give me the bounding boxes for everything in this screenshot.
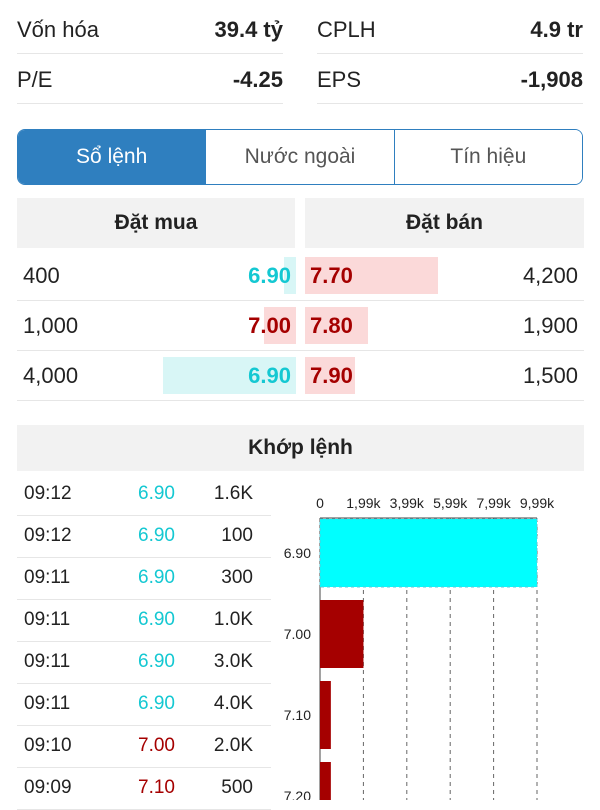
stat-pe: P/E -4.25 — [17, 53, 283, 104]
stat-value: -1,908 — [520, 67, 583, 92]
x-tick-label: 7,99k — [476, 495, 511, 511]
x-tick-label: 1,99k — [346, 495, 381, 511]
sell-price: 7.90 — [310, 363, 353, 388]
sell-quantity: 1,500 — [522, 363, 578, 388]
matched-volume: 1.6K — [213, 483, 253, 504]
stat-label: CPLH — [317, 17, 376, 42]
matched-price: 6.90 — [138, 567, 175, 588]
matched-time: 09:11 — [24, 693, 71, 714]
order-book-row[interactable]: 4,000 6.90 7.90 1,500 — [17, 350, 584, 401]
stats-panel: Vốn hóa 39.4 tỷ CPLH 4.9 tr P/E -4.25 EP… — [0, 0, 600, 104]
buy-quantity: 1,000 — [23, 313, 79, 338]
buy-depth-bar — [264, 307, 296, 344]
sell-quantity: 1,900 — [522, 313, 578, 338]
volume-by-price-chart: 0 1,99k 3,99k 5,99k 7,99k 9,99k 6.90 7.00 7.10 7.… — [284, 495, 555, 800]
matched-time: 09:10 — [24, 735, 72, 756]
matched-price: 6.90 — [138, 609, 175, 630]
buy-price: 6.90 — [248, 263, 291, 288]
matched-price: 6.90 — [138, 693, 175, 714]
matched-volume: 4.0K — [213, 693, 253, 714]
matched-time: 09:11 — [24, 609, 71, 630]
stat-label: P/E — [17, 67, 53, 92]
matched-volume: 300 — [221, 567, 253, 588]
x-tick-label: 0 — [316, 495, 324, 511]
chart-bar — [320, 681, 331, 749]
tab-foreign[interactable]: Nước ngoài — [205, 130, 394, 184]
buy-header: Đặt mua — [17, 198, 295, 248]
matched-price: 6.90 — [138, 651, 175, 672]
sell-quantity: 4,200 — [522, 263, 578, 288]
matched-time: 09:09 — [24, 777, 72, 798]
tab-signals[interactable]: Tín hiệu — [393, 130, 582, 184]
matched-time: 09:11 — [24, 567, 71, 588]
stat-value: -4.25 — [232, 67, 283, 92]
stat-label: EPS — [317, 67, 362, 92]
buy-quantity: 4,000 — [23, 363, 79, 388]
matched-volume: 100 — [221, 525, 253, 546]
sell-price: 7.70 — [310, 263, 353, 288]
stat-value: 4.9 tr — [530, 17, 583, 42]
chart-bar — [319, 518, 538, 588]
buy-quantity: 400 — [23, 263, 60, 288]
stat-eps: EPS -1,908 — [317, 53, 583, 104]
matched-row[interactable]: 09:11 6.90 4.0K — [17, 683, 271, 726]
stat-value: 39.4 tỷ — [214, 17, 284, 42]
matched-price: 7.10 — [138, 777, 175, 798]
matched-row[interactable]: 09:09 7.10 500 — [17, 767, 271, 810]
tab-bar: Sổ lệnh Nước ngoài Tín hiệu — [17, 129, 583, 185]
matched-volume: 3.0K — [213, 651, 253, 672]
matched-volume: 500 — [221, 777, 253, 798]
matched-row[interactable]: 09:12 6.90 100 — [17, 515, 271, 558]
y-category-label: 6.90 — [284, 545, 311, 561]
matched-price: 7.00 — [138, 735, 175, 756]
y-category-label: 7.20 — [284, 788, 311, 800]
sell-depth-bar — [305, 357, 356, 394]
order-book-row[interactable]: 400 6.90 7.70 4,200 — [17, 250, 584, 301]
chart-bar — [320, 600, 364, 668]
matched-volume: 1.0K — [213, 609, 253, 630]
order-book-row[interactable]: 1,000 7.00 7.80 1,900 — [17, 300, 584, 351]
tab-order-book[interactable]: Sổ lệnh — [18, 130, 206, 184]
matched-time: 09:12 — [24, 525, 72, 546]
matched-price: 6.90 — [138, 483, 175, 504]
x-tick-label: 3,99k — [390, 495, 425, 511]
stat-label: Vốn hóa — [17, 17, 99, 42]
buy-depth-bar — [284, 257, 296, 294]
stat-shares-outstanding: CPLH 4.9 tr — [317, 3, 583, 54]
buy-depth-bar — [163, 357, 296, 394]
buy-price: 7.00 — [248, 313, 291, 338]
y-category-label: 7.00 — [284, 626, 311, 642]
matched-row[interactable]: 09:12 6.90 1.6K — [17, 473, 271, 516]
matched-row[interactable]: 09:11 6.90 3.0K — [17, 641, 271, 684]
buy-price: 6.90 — [248, 363, 291, 388]
matched-price: 6.90 — [138, 525, 175, 546]
x-tick-label: 9,99k — [520, 495, 555, 511]
matched-header: Khớp lệnh — [17, 425, 584, 471]
matched-time: 09:11 — [24, 651, 71, 672]
matched-row[interactable]: 09:10 7.00 2.0K — [17, 725, 271, 768]
stat-market-cap: Vốn hóa 39.4 tỷ — [17, 3, 283, 54]
sell-depth-bar — [305, 257, 438, 294]
sell-header: Đặt bán — [305, 198, 584, 248]
matched-time: 09:12 — [24, 483, 72, 504]
matched-volume: 2.0K — [213, 735, 253, 756]
y-category-label: 7.10 — [284, 707, 311, 723]
x-tick-label: 5,99k — [433, 495, 468, 511]
matched-row[interactable]: 09:11 6.90 1.0K — [17, 599, 271, 642]
matched-row[interactable]: 09:11 6.90 300 — [17, 557, 271, 600]
sell-price: 7.80 — [310, 313, 353, 338]
chart-bar — [320, 762, 331, 800]
sell-depth-bar — [305, 307, 368, 344]
